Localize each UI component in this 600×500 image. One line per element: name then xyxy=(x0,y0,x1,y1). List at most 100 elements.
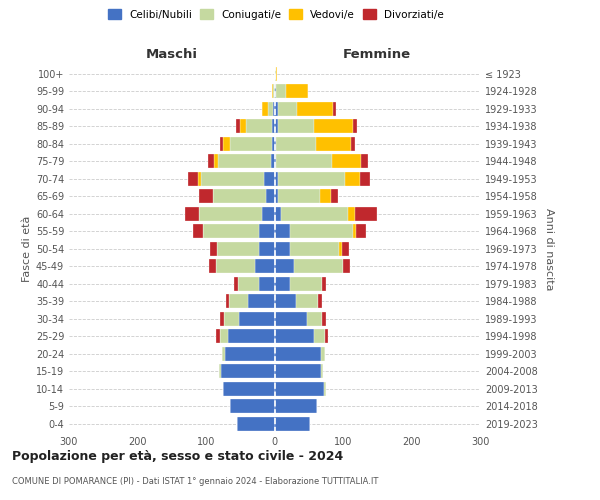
Bar xyxy=(290,277,322,290)
Bar xyxy=(237,417,275,430)
Bar xyxy=(271,154,275,168)
Bar xyxy=(275,260,293,273)
Bar xyxy=(281,207,349,220)
Bar xyxy=(216,330,220,343)
Bar xyxy=(238,277,259,290)
Bar xyxy=(290,242,339,256)
Bar xyxy=(275,137,276,150)
Bar xyxy=(229,294,248,308)
Bar xyxy=(201,172,264,186)
Bar xyxy=(324,382,326,396)
Bar xyxy=(314,330,325,343)
Bar xyxy=(256,260,275,273)
Bar xyxy=(220,137,223,150)
Bar xyxy=(268,102,273,116)
Bar xyxy=(314,120,353,133)
Bar xyxy=(226,294,229,308)
Bar xyxy=(293,260,343,273)
Bar xyxy=(266,190,275,203)
Bar xyxy=(351,137,355,150)
Bar xyxy=(236,120,239,133)
Bar xyxy=(345,172,360,186)
Bar xyxy=(360,172,370,186)
Bar xyxy=(220,330,228,343)
Bar xyxy=(230,137,272,150)
Bar xyxy=(222,347,225,360)
Bar xyxy=(273,102,275,116)
Bar xyxy=(217,242,259,256)
Bar xyxy=(275,364,321,378)
Bar xyxy=(218,154,271,168)
Bar xyxy=(220,312,224,326)
Bar xyxy=(230,400,275,413)
Bar xyxy=(275,400,317,413)
Bar xyxy=(297,102,333,116)
Bar xyxy=(234,277,238,290)
Bar xyxy=(296,294,319,308)
Bar xyxy=(278,102,297,116)
Bar xyxy=(275,382,324,396)
Bar xyxy=(275,330,314,343)
Bar xyxy=(262,207,275,220)
Bar xyxy=(259,224,275,238)
Bar xyxy=(349,207,355,220)
Bar xyxy=(275,190,278,203)
Bar xyxy=(332,154,361,168)
Bar xyxy=(215,260,256,273)
Bar xyxy=(276,137,316,150)
Bar xyxy=(259,242,275,256)
Bar xyxy=(322,312,326,326)
Bar xyxy=(343,260,350,273)
Bar xyxy=(247,120,272,133)
Bar xyxy=(185,207,199,220)
Bar xyxy=(319,294,322,308)
Bar xyxy=(275,154,276,168)
Bar xyxy=(361,154,368,168)
Text: Femmine: Femmine xyxy=(343,48,412,62)
Bar xyxy=(219,364,221,378)
Bar xyxy=(223,382,275,396)
Bar xyxy=(209,260,215,273)
Bar xyxy=(353,120,356,133)
Legend: Celibi/Nubili, Coniugati/e, Vedovi/e, Divorziati/e: Celibi/Nubili, Coniugati/e, Vedovi/e, Di… xyxy=(104,5,448,24)
Bar xyxy=(208,154,214,168)
Y-axis label: Anni di nascita: Anni di nascita xyxy=(544,208,554,290)
Bar xyxy=(262,102,268,116)
Bar xyxy=(259,277,275,290)
Bar xyxy=(239,120,247,133)
Bar xyxy=(275,312,307,326)
Bar xyxy=(307,312,322,326)
Bar xyxy=(316,137,351,150)
Bar xyxy=(199,190,213,203)
Bar xyxy=(221,364,275,378)
Bar xyxy=(248,294,275,308)
Bar xyxy=(210,242,217,256)
Bar xyxy=(272,137,275,150)
Y-axis label: Fasce di età: Fasce di età xyxy=(22,216,32,282)
Bar xyxy=(198,172,201,186)
Bar xyxy=(278,172,345,186)
Bar xyxy=(272,120,275,133)
Bar xyxy=(223,137,230,150)
Bar xyxy=(214,154,218,168)
Text: COMUNE DI POMARANCE (PI) - Dati ISTAT 1° gennaio 2024 - Elaborazione TUTTITALIA.: COMUNE DI POMARANCE (PI) - Dati ISTAT 1°… xyxy=(12,478,379,486)
Bar xyxy=(193,224,203,238)
Bar xyxy=(286,84,308,98)
Bar xyxy=(339,242,343,256)
Bar xyxy=(275,67,276,80)
Bar xyxy=(239,312,275,326)
Bar xyxy=(275,242,290,256)
Bar xyxy=(278,190,320,203)
Bar xyxy=(276,154,332,168)
Bar xyxy=(275,84,276,98)
Bar xyxy=(343,242,349,256)
Bar xyxy=(275,277,290,290)
Bar xyxy=(356,224,366,238)
Bar xyxy=(275,172,278,186)
Bar xyxy=(353,224,356,238)
Bar xyxy=(275,102,278,116)
Bar xyxy=(276,67,277,80)
Bar xyxy=(290,224,353,238)
Bar xyxy=(325,330,328,343)
Bar xyxy=(275,347,321,360)
